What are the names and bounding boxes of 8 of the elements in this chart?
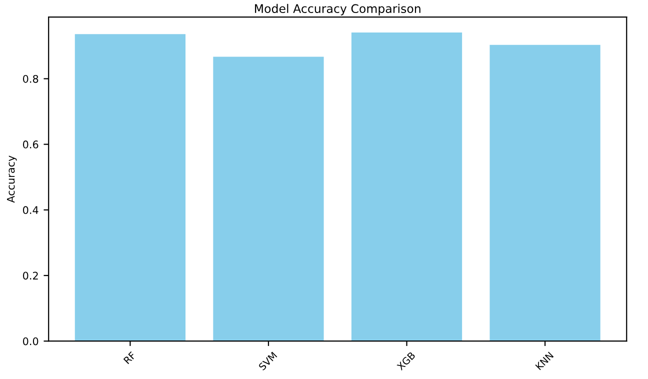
y-tick-label: 0.4	[23, 206, 38, 214]
y-axis-title: Accuracy	[6, 156, 17, 203]
chart-title: Model Accuracy Comparison	[255, 4, 420, 16]
y-tick-label: 0.2	[23, 272, 38, 280]
y-tick-label: 0.8	[23, 74, 38, 83]
y-tick-label: 0.0	[23, 337, 38, 346]
y-tick-label: 0.6	[23, 140, 38, 148]
x-tick-label: RF	[123, 351, 136, 364]
